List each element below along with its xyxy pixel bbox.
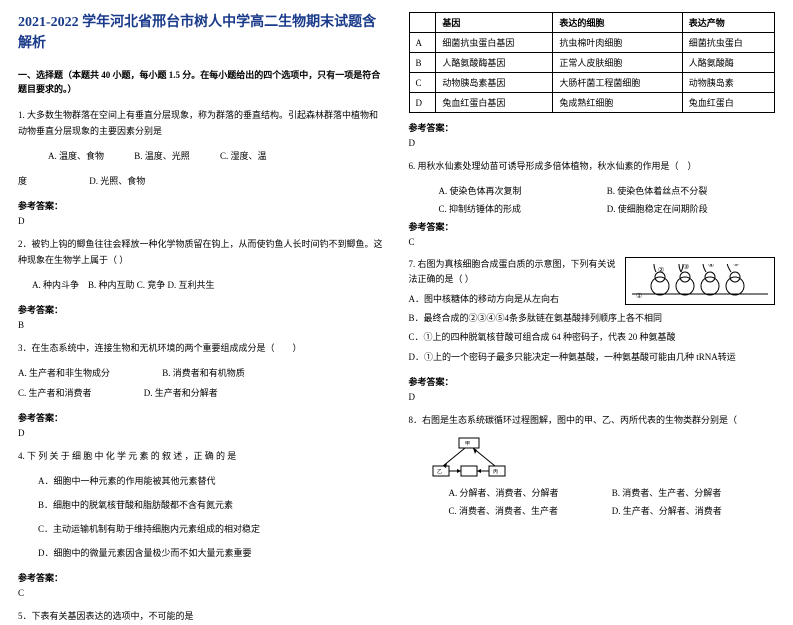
answer-label: 参考答案：	[409, 220, 776, 233]
q4-answer: C	[18, 588, 385, 598]
svg-text:⑤: ⑤	[733, 264, 739, 268]
q3-answer: D	[18, 428, 385, 438]
q6-opt-b: B. 使染色体着丝点不分裂	[607, 182, 775, 200]
answer-label: 参考答案：	[18, 303, 385, 316]
table-row: C 动物胰岛素基因 大肠杆菌工程菌细胞 动物胰岛素	[409, 73, 775, 93]
svg-text:①: ①	[636, 292, 642, 300]
cell: C	[409, 73, 436, 93]
q8-opt-c: C. 消费者、消费者、生产者	[449, 502, 612, 520]
section-1-heading: 一、选择题（本题共 40 小题，每小题 1.5 分。在每小题给出的四个选项中，只…	[18, 68, 385, 97]
th-gene: 基因	[436, 13, 553, 33]
q6-opt-c: C. 抑制纺锤体的形成	[439, 200, 607, 218]
q3-options: A. 生产者和非生物成分 B. 消费者和有机物质 C. 生产者和消费者 D. 生…	[18, 364, 385, 404]
q2-answer: B	[18, 320, 385, 330]
q3-opt-a: A. 生产者和非生物成分	[18, 364, 110, 384]
q8-options: A. 分解者、消费者、分解者 B. 消费者、生产者、分解者 C. 消费者、消费者…	[449, 484, 776, 520]
ribosome-icon: ① ② ③ ④ ⑤	[630, 264, 770, 304]
q1-opt-a: A. 温度、食物	[48, 147, 104, 167]
q2-stem: 2．被钓上钩的鲫鱼往往会释放一种化学物质留在钩上，从而使钓鱼人长时间钓不到鲫鱼。…	[18, 236, 385, 268]
table-row: B 人酪氨酸酶基因 正常人皮肤细胞 人酪氨酸酶	[409, 53, 775, 73]
q8-opt-a: A. 分解者、消费者、分解者	[449, 484, 612, 502]
ribosome-diagram: ① ② ③ ④ ⑤	[625, 257, 775, 305]
q6-opt-a: A. 使染色体再次复制	[439, 182, 607, 200]
cell: 细菌抗虫蛋白	[682, 33, 774, 53]
cell: 动物胰岛素	[682, 73, 774, 93]
cell: 正常人皮肤细胞	[553, 53, 682, 73]
cell: 大肠杆菌工程菌细胞	[553, 73, 682, 93]
q6-options: A. 使染色体再次复制 B. 使染色体着丝点不分裂 C. 抑制纺锤体的形成 D.…	[439, 182, 776, 218]
document-title: 2021-2022 学年河北省邢台市树人中学高二生物期末试题含解析	[18, 12, 385, 54]
svg-text:③: ③	[683, 264, 689, 271]
table-header-row: 基因 表达的细胞 表达产物	[409, 13, 775, 33]
q5-answer: D	[409, 138, 776, 148]
svg-text:甲: 甲	[465, 441, 470, 447]
q8-opt-d: D. 生产者、分解者、消费者	[612, 502, 775, 520]
q4-opt-d: D．细胞中的微量元素因含量极少而不如大量元素重要	[38, 545, 385, 561]
q5-stem: 5．下表有关基因表达的选项中，不可能的是	[18, 608, 385, 624]
q7-answer: D	[409, 392, 776, 402]
cell: 兔血红蛋白基因	[436, 93, 553, 113]
cell: 抗虫棉叶肉细胞	[553, 33, 682, 53]
gene-table: 基因 表达的细胞 表达产物 A 细菌抗虫蛋白基因 抗虫棉叶肉细胞 细菌抗虫蛋白 …	[409, 12, 776, 113]
q3-opt-b: B. 消费者和有机物质	[162, 364, 245, 384]
q1-answer: D	[18, 216, 385, 226]
q2-options: A. 种内斗争 B. 种内互助 C. 竞争 D. 互利共生	[32, 277, 385, 293]
cell: 动物胰岛素基因	[436, 73, 553, 93]
cell: D	[409, 93, 436, 113]
q7-opt-b: B．最终合成的②③④⑤4条多肽链在氨基酸排列顺序上各不相同	[409, 311, 776, 326]
carbon-cycle-diagram: 甲 乙 丙	[429, 436, 509, 484]
cell: 人酪氨酸酶基因	[436, 53, 553, 73]
q1-opt-b: B. 温度、光照	[134, 147, 190, 167]
table-row: D 兔血红蛋白基因 兔成熟红细胞 兔血红蛋白	[409, 93, 775, 113]
cell: B	[409, 53, 436, 73]
q3-stem: 3．在生态系统中，连接生物和无机环境的两个重要组成成分是（ ）	[18, 340, 385, 356]
cell: 兔成熟红细胞	[553, 93, 682, 113]
answer-label: 参考答案：	[18, 571, 385, 584]
q4-opt-c: C．主动运输机制有助于维持细胞内元素组成的相对稳定	[38, 521, 385, 537]
q1-stem: 1. 大多数生物群落在空间上有垂直分层现象，称为群落的垂直结构。引起森林群落中植…	[18, 107, 385, 139]
q1-options: A. 温度、食物 B. 温度、光照 C. 湿度、温	[48, 147, 385, 167]
svg-text:②: ②	[658, 266, 664, 274]
q6-stem: 6. 用秋水仙素处理幼苗可诱导形成多倍体植物，秋水仙素的作用是（ ）	[409, 158, 776, 174]
q8-stem: 8．右图是生态系统碳循环过程图解，图中的甲、乙、丙所代表的生物类群分别是（	[409, 412, 776, 428]
q1-d-prefix: 度	[18, 176, 27, 186]
table-row: A 细菌抗虫蛋白基因 抗虫棉叶肉细胞 细菌抗虫蛋白	[409, 33, 775, 53]
th-blank	[409, 13, 436, 33]
left-column: 2021-2022 学年河北省邢台市树人中学高二生物期末试题含解析 一、选择题（…	[18, 12, 385, 549]
cell: A	[409, 33, 436, 53]
q1-opt-d-line: 度 D. 光照、食物	[18, 173, 385, 189]
th-product: 表达产物	[682, 13, 774, 33]
answer-label: 参考答案：	[18, 411, 385, 424]
q4-stem: 4. 下 列 关 于 细 胞 中 化 学 元 素 的 叙 述 ，正 确 的 是	[18, 448, 385, 464]
q7-block: ① ② ③ ④ ⑤ 7. 右图为真核细胞合成蛋白质的示意图，下列有关说法正确的是…	[409, 257, 776, 369]
q1-opt-c: C. 湿度、温	[220, 147, 267, 167]
q1-opt-d: D. 光照、食物	[89, 176, 145, 186]
q4-opt-b: B．细胞中的脱氧核苷酸和脂肪酸都不含有氮元素	[38, 497, 385, 513]
q8-opt-b: B. 消费者、生产者、分解者	[612, 484, 775, 502]
q6-answer: C	[409, 237, 776, 247]
answer-label: 参考答案：	[18, 199, 385, 212]
q6-opt-d: D. 使细胞稳定在间期阶段	[607, 200, 775, 218]
q7-opt-d: D．①上的一个密码子最多只能决定一种氨基酸，一种氨基酸可能由几种 tRNA转运	[409, 350, 776, 365]
svg-text:乙: 乙	[437, 468, 442, 475]
q4-opt-a: A．细胞中一种元素的作用能被其他元素替代	[38, 473, 385, 489]
cell: 细菌抗虫蛋白基因	[436, 33, 553, 53]
cell: 人酪氨酸酶	[682, 53, 774, 73]
th-cell: 表达的细胞	[553, 13, 682, 33]
q7-opt-c: C．①上的四种脱氧核苷酸可组合成 64 种密码子，代表 20 种氨基酸	[409, 330, 776, 345]
svg-text:丙: 丙	[493, 469, 498, 475]
answer-label: 参考答案：	[409, 121, 776, 134]
q3-opt-c: C. 生产者和消费者	[18, 384, 92, 404]
svg-text:④: ④	[708, 264, 714, 269]
cell: 兔血红蛋白	[682, 93, 774, 113]
answer-label: 参考答案：	[409, 375, 776, 388]
q3-opt-d: D. 生产者和分解者	[144, 384, 218, 404]
right-column: 基因 表达的细胞 表达产物 A 细菌抗虫蛋白基因 抗虫棉叶肉细胞 细菌抗虫蛋白 …	[409, 12, 776, 549]
